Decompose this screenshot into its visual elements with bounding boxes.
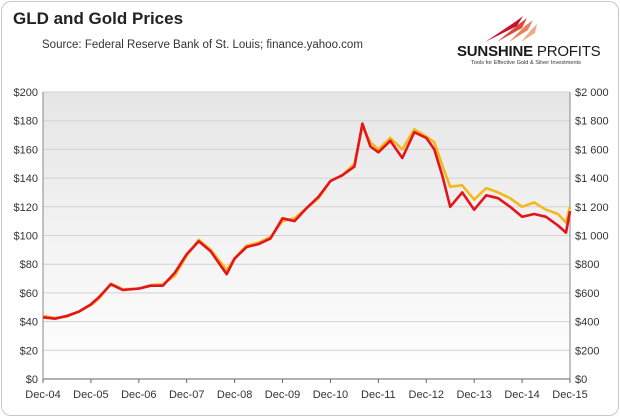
x-tick-label: Dec-15 xyxy=(552,389,587,401)
x-tick-label: Dec-07 xyxy=(169,389,204,401)
x-tick-label: Dec-10 xyxy=(313,389,348,401)
left-y-tick-label: $20 xyxy=(20,345,38,357)
left-y-axis-ticks: $0 $20 $40 $60 $80 $100 $120 $140 $160 $180 $200 xyxy=(14,87,38,386)
logo-ray xyxy=(521,24,537,42)
logo-tagline: Tools for Effective Gold & Silver Invest… xyxy=(471,60,581,66)
x-tick-label: Dec-04 xyxy=(25,389,60,401)
x-tick-label: Dec-13 xyxy=(456,389,491,401)
x-tick-label: Dec-08 xyxy=(217,389,252,401)
axes xyxy=(42,92,571,380)
chart-source: Source: Federal Reserve Bank of St. Loui… xyxy=(42,39,363,51)
left-y-tick-label: $200 xyxy=(14,87,38,99)
x-tick-label: Dec-06 xyxy=(121,389,156,401)
left-y-tick-label: $160 xyxy=(14,144,38,156)
gld-price-line xyxy=(42,122,572,321)
x-tick-label: Dec-14 xyxy=(504,389,539,401)
right-y-tick-label: $1 600 xyxy=(575,144,609,156)
right-y-tick-label: $0 xyxy=(575,374,587,386)
left-y-tick-label: $0 xyxy=(26,374,38,386)
left-y-tick-label: $180 xyxy=(14,116,38,128)
right-y-tick-label: $1 000 xyxy=(575,231,609,243)
gridlines xyxy=(43,91,570,351)
x-tick-label: Dec-11 xyxy=(361,389,396,401)
right-y-tick-label: $200 xyxy=(575,345,599,357)
chart-title: GLD and Gold Prices xyxy=(13,9,184,28)
left-y-tick-label: $120 xyxy=(14,202,38,214)
right-y-tick-label: $400 xyxy=(575,317,599,329)
right-y-tick-label: $600 xyxy=(575,288,599,300)
logo-ray xyxy=(497,18,527,42)
left-y-tick-label: $40 xyxy=(20,317,38,329)
x-axis-ticks: Dec-04 Dec-05 Dec-06 Dec-07 Dec-08 Dec-09 Dec-… xyxy=(25,379,588,401)
right-y-tick-label: $800 xyxy=(575,259,599,271)
logo-ray xyxy=(509,20,533,42)
left-y-tick-label: $100 xyxy=(14,231,38,243)
sunrise-rays-icon xyxy=(485,16,537,42)
x-tick-label: Dec-09 xyxy=(265,389,300,401)
left-y-tick-label: $60 xyxy=(20,288,38,300)
left-y-tick-label: $140 xyxy=(14,173,38,185)
right-y-axis-ticks: $0 $200 $400 $600 $800 $1 000 $1 200 $1 400 $1 6… xyxy=(575,87,609,386)
logo-name: SUNSHINE PROFITS xyxy=(457,43,601,60)
series-lines xyxy=(42,122,572,321)
logo-name-bold: SUNSHINE xyxy=(457,43,533,60)
logo-name-light: PROFITS xyxy=(532,43,601,60)
sunshine-profits-logo: SUNSHINE PROFITS Tools for Effective Gol… xyxy=(457,12,617,72)
left-y-tick-label: $80 xyxy=(20,259,38,271)
x-tick-label: Dec-05 xyxy=(73,389,108,401)
right-y-tick-label: $1 800 xyxy=(575,116,609,128)
right-y-tick-label: $1 200 xyxy=(575,202,609,214)
right-y-tick-label: $1 400 xyxy=(575,173,609,185)
x-tick-label: Dec-12 xyxy=(409,389,444,401)
right-y-tick-label: $2 000 xyxy=(575,87,609,99)
